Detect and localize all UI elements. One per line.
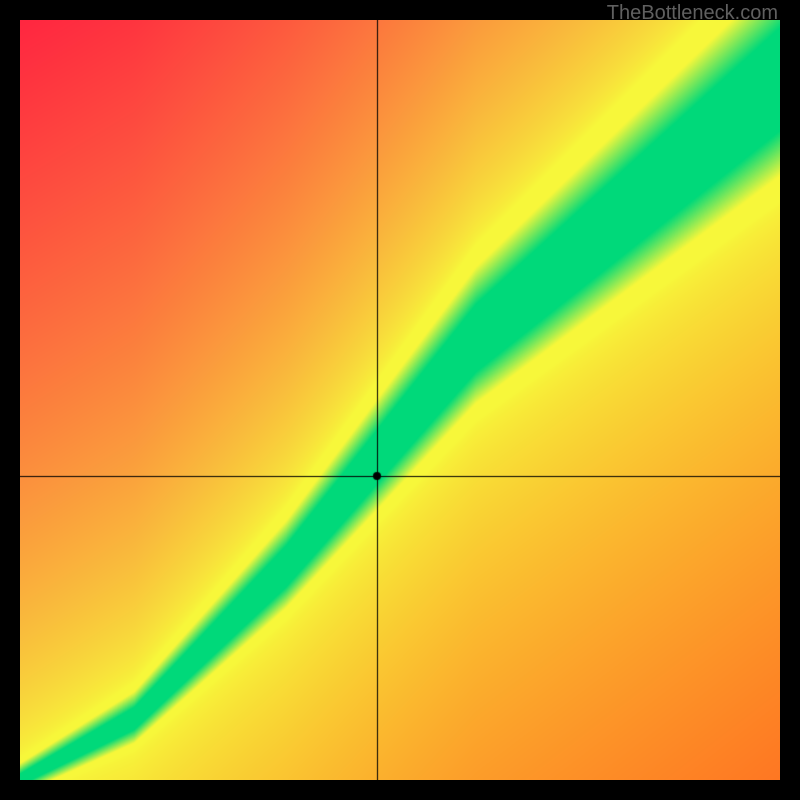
bottleneck-heatmap <box>20 20 780 780</box>
watermark-text: TheBottleneck.com <box>607 2 778 25</box>
heatmap-canvas <box>20 20 780 780</box>
